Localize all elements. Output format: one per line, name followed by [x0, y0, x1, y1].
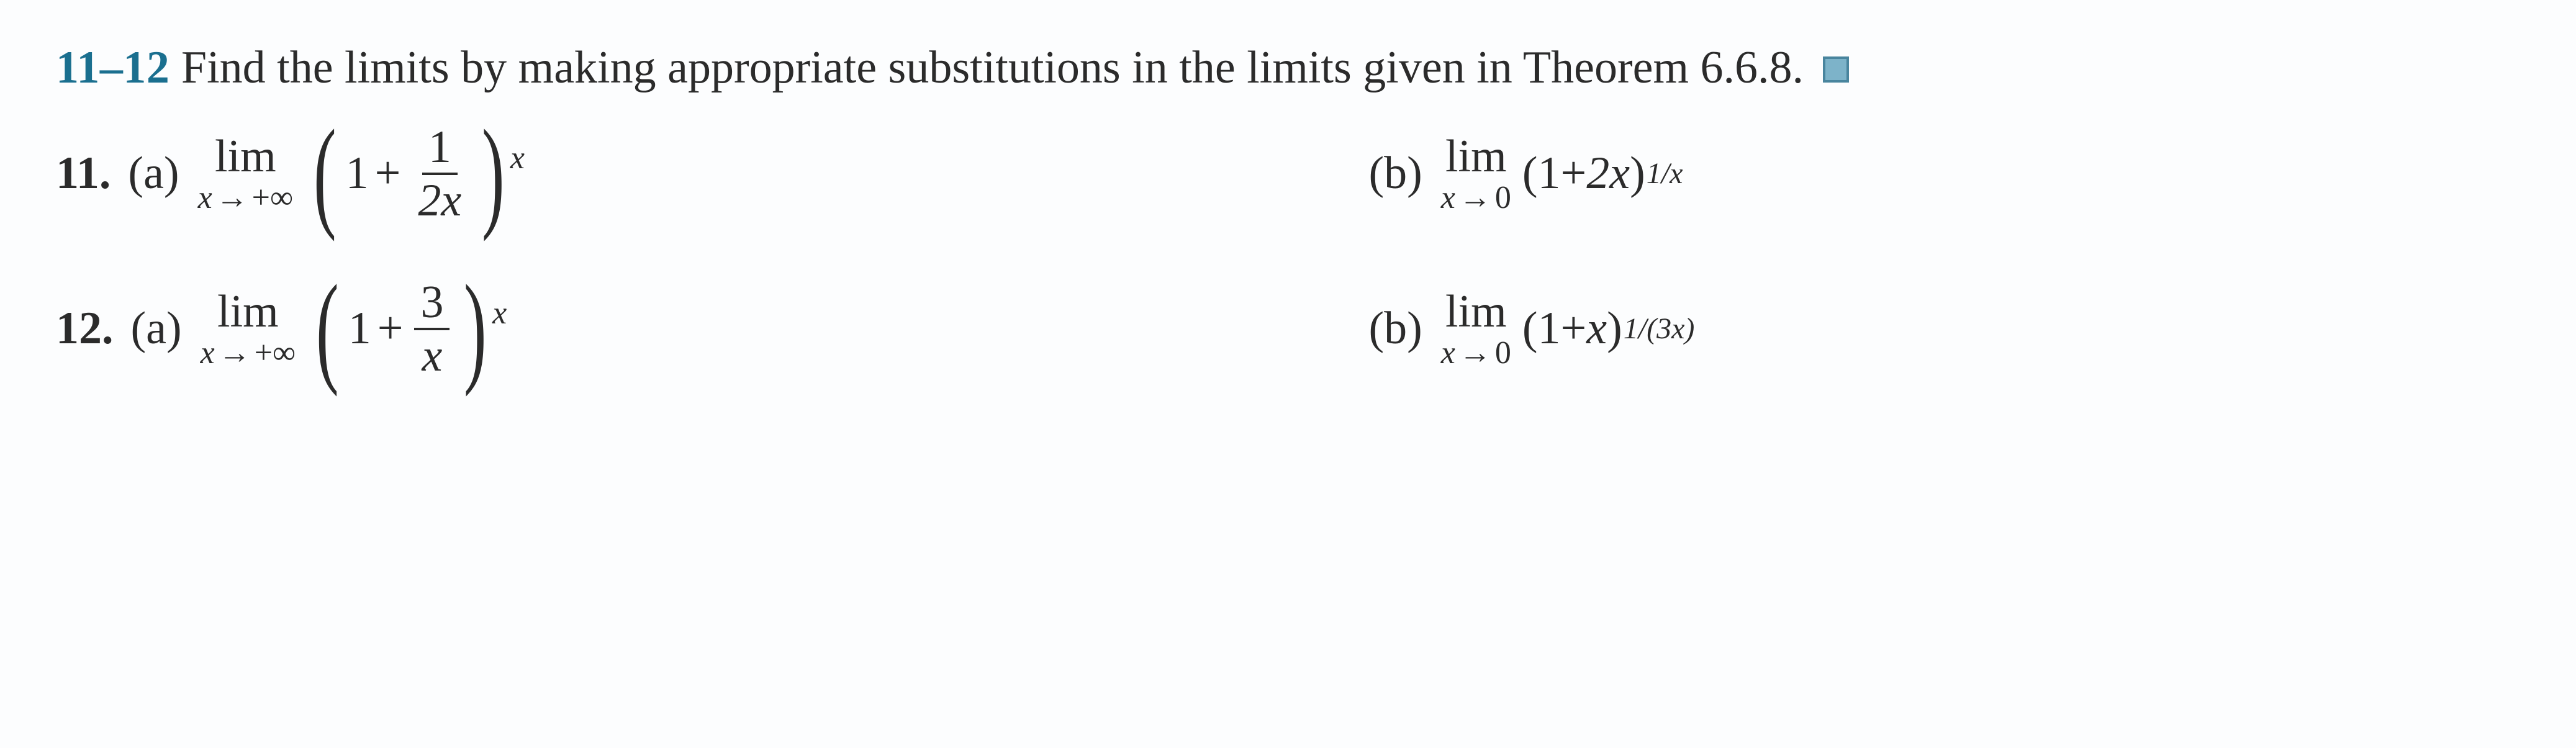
- part-label: (b): [1369, 143, 1422, 205]
- numerator: 3: [414, 279, 450, 330]
- term-one: 1: [1538, 298, 1561, 360]
- limit-operator: lim x→0: [1441, 133, 1511, 214]
- exercise-number: 12.: [56, 298, 114, 360]
- base-expression: (1 + x)1/(3x): [1522, 298, 1695, 360]
- exercise-number: 11.: [56, 143, 111, 205]
- lim-subscript: x→0: [1441, 337, 1511, 369]
- plus-sign: +: [1561, 143, 1587, 205]
- lim-word: lim: [1445, 289, 1507, 335]
- fraction: 3 x: [414, 279, 450, 379]
- open-paren: (: [1522, 143, 1538, 205]
- plus-sign: +: [1561, 298, 1587, 360]
- denominator: 2x: [412, 175, 468, 223]
- open-paren-icon: (: [316, 279, 339, 379]
- fraction: 1 2x: [412, 124, 468, 223]
- textbook-excerpt: 11–12 Find the limits by making appropri…: [0, 0, 2576, 416]
- part-label: (a): [131, 298, 182, 360]
- limit-operator: lim x→0: [1441, 289, 1511, 369]
- paren-content: 1 + 3 x: [348, 279, 455, 379]
- big-paren-group: ( 1 + 3 x ) x: [307, 279, 507, 379]
- outer-exponent: x: [510, 137, 525, 180]
- part-label: (b): [1369, 298, 1422, 360]
- close-paren-icon: ): [464, 279, 487, 379]
- lim-var: x: [198, 180, 212, 215]
- numerator: 1: [422, 124, 458, 175]
- lim-subscript: x→+∞: [198, 182, 294, 214]
- term-x: x: [1586, 298, 1607, 360]
- part-label: (a): [128, 143, 179, 205]
- plus-sign: +: [371, 298, 410, 360]
- lim-var: x: [1441, 180, 1455, 215]
- lim-subscript: x→0: [1441, 182, 1511, 214]
- arrow-icon: →: [212, 180, 252, 215]
- arrow-icon: →: [215, 335, 255, 371]
- close-paren: ): [1630, 143, 1645, 205]
- close-paren-icon: ): [482, 124, 505, 223]
- lim-target: +∞: [255, 335, 296, 371]
- denominator: x: [416, 330, 449, 379]
- big-paren-group: ( 1 + 1 2x ) x: [304, 124, 525, 223]
- problem-12b: (b) lim x→0 (1 + x)1/(3x): [1369, 289, 2521, 369]
- lim-target: +∞: [252, 180, 293, 215]
- lim-word: lim: [215, 133, 276, 179]
- instruction-text: Find the limits by making appropriate su…: [169, 42, 1815, 93]
- term-2x: 2x: [1586, 143, 1630, 205]
- problem-11a: 11. (a) lim x→+∞ ( 1 + 1 2x ): [56, 124, 1208, 223]
- term-one: 1: [346, 143, 369, 205]
- term-one: 1: [348, 298, 371, 360]
- limit-operator: lim x→+∞: [198, 133, 294, 214]
- lim-word: lim: [217, 289, 279, 335]
- problem-11b: (b) lim x→0 (1 + 2x)1/x: [1369, 133, 2521, 214]
- lim-word: lim: [1445, 133, 1507, 179]
- arrow-icon: →: [1455, 335, 1495, 371]
- instruction-paragraph: 11–12 Find the limits by making appropri…: [56, 37, 2520, 99]
- paren-content: 1 + 1 2x: [346, 124, 473, 223]
- term-one: 1: [1538, 143, 1561, 205]
- lim-subscript: x→+∞: [201, 337, 296, 369]
- plus-sign: +: [369, 143, 407, 205]
- close-paren: ): [1607, 298, 1622, 360]
- lim-var: x: [201, 335, 215, 371]
- problem-grid: 11. (a) lim x→+∞ ( 1 + 1 2x ): [56, 124, 2520, 379]
- lim-var: x: [1441, 335, 1455, 371]
- open-paren: (: [1522, 298, 1538, 360]
- end-square-icon: [1823, 56, 1849, 83]
- arrow-icon: →: [1455, 180, 1495, 215]
- limit-operator: lim x→+∞: [201, 289, 296, 369]
- problem-12a: 12. (a) lim x→+∞ ( 1 + 3 x ): [56, 279, 1208, 379]
- outer-exponent: x: [492, 292, 507, 335]
- exercise-range: 11–12: [56, 42, 169, 93]
- lim-target: 0: [1495, 180, 1511, 215]
- open-paren-icon: (: [314, 124, 337, 223]
- base-expression: (1 + 2x)1/x: [1522, 143, 1683, 205]
- lim-target: 0: [1495, 335, 1511, 371]
